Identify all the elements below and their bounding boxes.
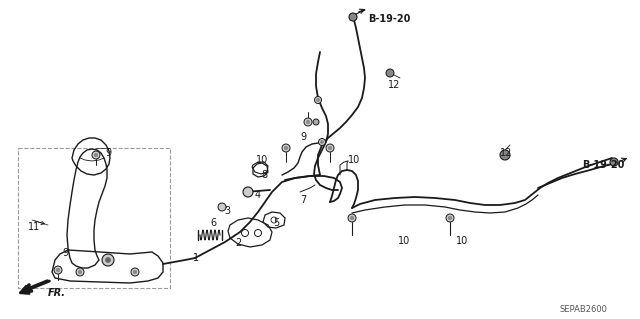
Circle shape [218,203,226,211]
Text: FR.: FR. [48,288,66,298]
Circle shape [500,150,510,160]
Circle shape [304,118,312,126]
Text: 1: 1 [193,253,199,263]
Text: 9: 9 [62,248,68,258]
Text: 12: 12 [500,148,513,158]
Text: 12: 12 [388,80,401,90]
Text: 11: 11 [28,222,40,232]
Text: 10: 10 [348,155,360,165]
Text: 4: 4 [255,190,261,200]
Circle shape [243,187,253,197]
Circle shape [314,97,321,103]
Circle shape [131,268,139,276]
Circle shape [241,229,248,236]
Circle shape [56,268,60,272]
Circle shape [328,146,332,150]
Text: B-19-20: B-19-20 [368,14,410,24]
Circle shape [386,69,394,77]
Text: 3: 3 [224,206,230,216]
Circle shape [271,217,277,223]
Text: B-19-20: B-19-20 [582,160,625,170]
Circle shape [610,158,618,166]
Circle shape [306,120,310,124]
Circle shape [255,229,262,236]
Circle shape [319,138,326,145]
Text: 5: 5 [273,218,279,228]
Circle shape [316,99,319,101]
Circle shape [446,214,454,222]
Circle shape [321,140,324,144]
Text: 10: 10 [398,236,410,246]
Circle shape [284,146,288,150]
Circle shape [282,144,290,152]
Text: 2: 2 [235,238,241,248]
Text: 9: 9 [105,148,111,158]
Circle shape [448,216,452,220]
Circle shape [133,270,137,274]
Circle shape [76,268,84,276]
Circle shape [102,254,114,266]
Circle shape [106,257,111,263]
Circle shape [348,214,356,222]
Text: 6: 6 [210,218,216,228]
Text: 10: 10 [256,155,268,165]
Text: 9: 9 [300,132,306,142]
Circle shape [54,266,62,274]
Bar [18,148,170,288]
Circle shape [94,153,98,157]
Circle shape [313,119,319,125]
Text: 8: 8 [261,170,267,180]
Circle shape [349,13,357,21]
Text: 10: 10 [456,236,468,246]
Circle shape [350,216,354,220]
Text: SEPAB2600: SEPAB2600 [560,305,608,314]
Circle shape [326,144,334,152]
Text: 7: 7 [300,195,307,205]
Circle shape [78,270,82,274]
Circle shape [92,151,100,159]
